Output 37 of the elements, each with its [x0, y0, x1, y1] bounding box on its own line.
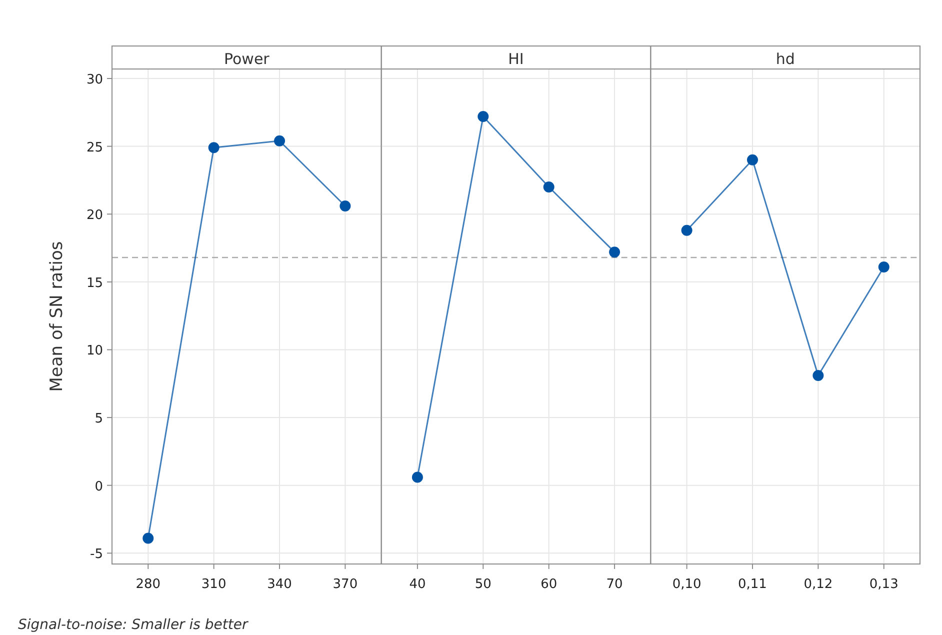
point: [878, 262, 890, 272]
chart-title: hd: [776, 50, 795, 68]
y-axis-title: Mean of SN ratios: [47, 241, 67, 392]
x-tick-label: 310: [201, 577, 226, 592]
y-tick-label: 15: [86, 276, 103, 291]
y-tick-label: 25: [86, 140, 103, 156]
y-tick-label: 5: [94, 412, 103, 427]
point: [208, 142, 220, 154]
point: [543, 181, 554, 192]
point: [681, 224, 692, 236]
chart-title: Power: [224, 50, 270, 68]
point: [412, 472, 423, 483]
point: [478, 110, 489, 122]
y-tick-label: 10: [86, 344, 103, 359]
point: [812, 370, 824, 381]
x-tick-label: 0,11: [738, 577, 767, 592]
y-tick-label: 30: [86, 72, 103, 88]
x-tick-label: 340: [267, 577, 292, 592]
point: [142, 532, 154, 544]
x-tick-label: 280: [136, 577, 161, 592]
x-tick-label: 60: [540, 577, 558, 592]
point: [274, 135, 286, 146]
chart-title: HI: [508, 50, 524, 68]
x-tick-label: 370: [332, 577, 358, 592]
x-tick-label: 0,10: [672, 577, 702, 592]
y-tick-label: -5: [90, 547, 103, 562]
x-tick-label: 50: [474, 577, 492, 592]
x-tick-label: 70: [606, 577, 623, 592]
x-tick-label: 0,12: [804, 577, 833, 592]
x-tick-label: 0,13: [869, 577, 898, 592]
y-tick-label: 20: [86, 208, 103, 224]
x-tick-label: 40: [409, 577, 426, 592]
point: [340, 200, 351, 212]
point: [746, 154, 758, 166]
y-tick-label: 0: [94, 479, 103, 494]
point: [609, 246, 620, 258]
text: Signal-to-noise: Smaller is better: [18, 617, 249, 633]
